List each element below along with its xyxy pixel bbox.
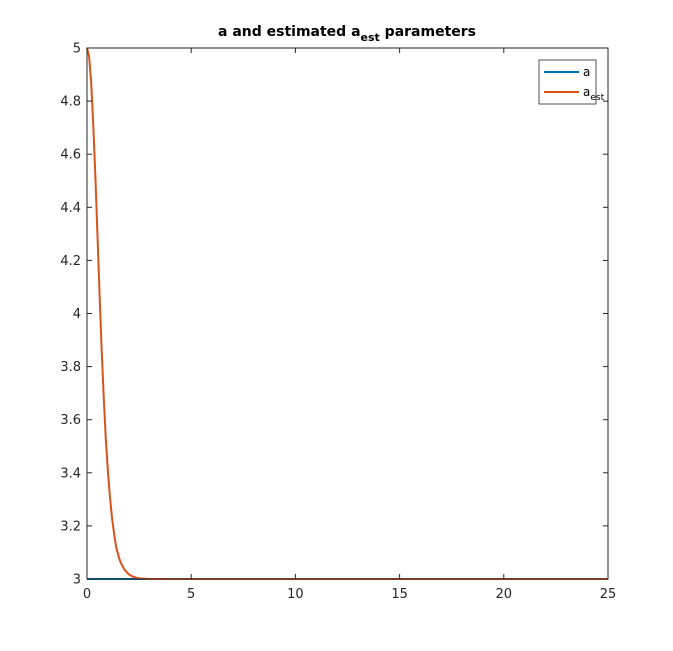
chart-title-subscript: est xyxy=(361,31,380,44)
y-tick-label: 3.4 xyxy=(60,466,81,481)
plot-area xyxy=(87,48,608,579)
x-tick-label: 5 xyxy=(187,587,195,602)
chart-title: a and estimated aest parameters xyxy=(218,24,476,44)
y-tick-label: 4.2 xyxy=(60,254,81,269)
x-tick-label: 10 xyxy=(287,587,304,602)
legend-box xyxy=(538,59,597,105)
legend-label-1: aest xyxy=(583,85,605,103)
legend: a aest xyxy=(538,59,605,105)
y-tick-label: 3 xyxy=(73,573,81,588)
y-tick-label: 3.6 xyxy=(60,413,81,428)
x-tick-label: 20 xyxy=(496,587,513,602)
y-tick-label: 5 xyxy=(73,42,81,57)
y-tick-label: 4 xyxy=(73,307,81,322)
x-tick-label: 15 xyxy=(391,587,408,602)
legend-label-0: a xyxy=(583,65,590,79)
y-tick-label: 4.6 xyxy=(60,148,81,163)
y-tick-label: 4.4 xyxy=(60,201,81,216)
x-tick-label: 25 xyxy=(600,587,617,602)
chart-title-suffix: parameters xyxy=(380,24,476,40)
y-tick-label: 3.8 xyxy=(60,360,81,375)
chart-title-main: a and estimated a xyxy=(218,24,361,40)
axes-layer: 0 5 10 15 20 25 3 3.2 3.4 3.6 3.8 4 4.2 4.4 4.6 4.8 5 xyxy=(60,42,616,603)
y-tick-label: 3.2 xyxy=(60,519,81,534)
y-tick-label: 4.8 xyxy=(60,95,81,110)
x-tick-label: 0 xyxy=(83,587,91,602)
